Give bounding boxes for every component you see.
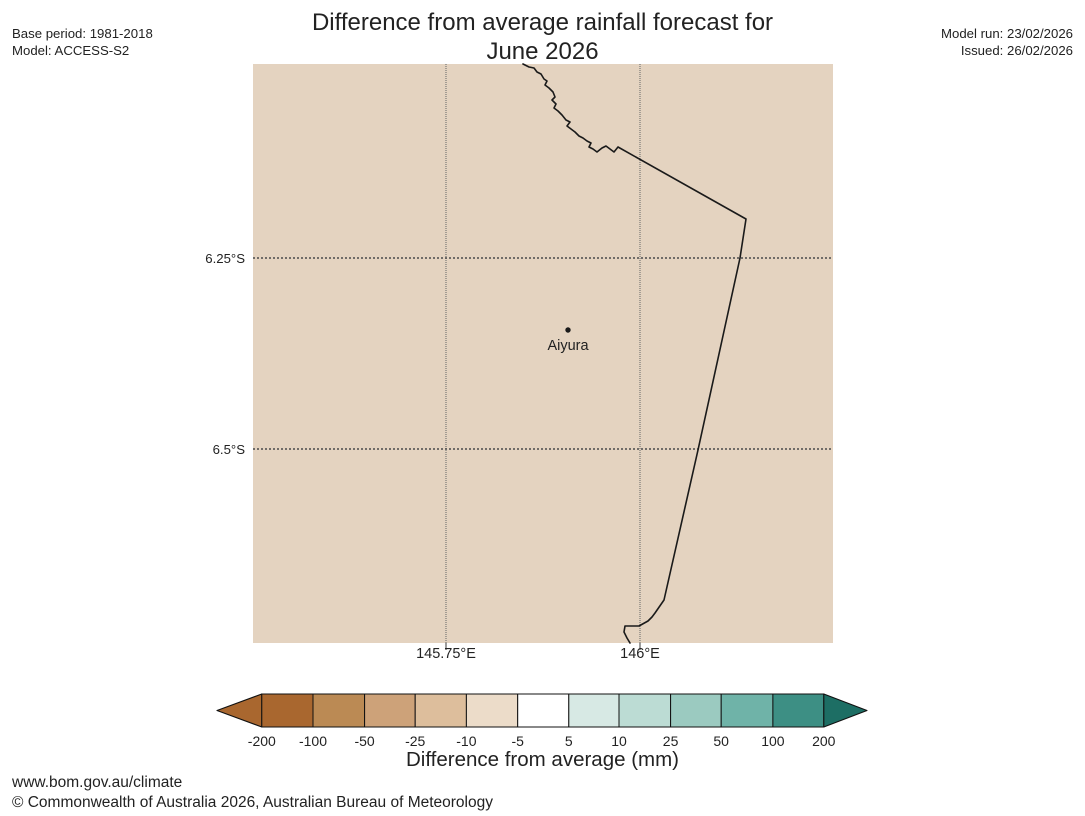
svg-text:Aiyura: Aiyura [547,338,589,354]
